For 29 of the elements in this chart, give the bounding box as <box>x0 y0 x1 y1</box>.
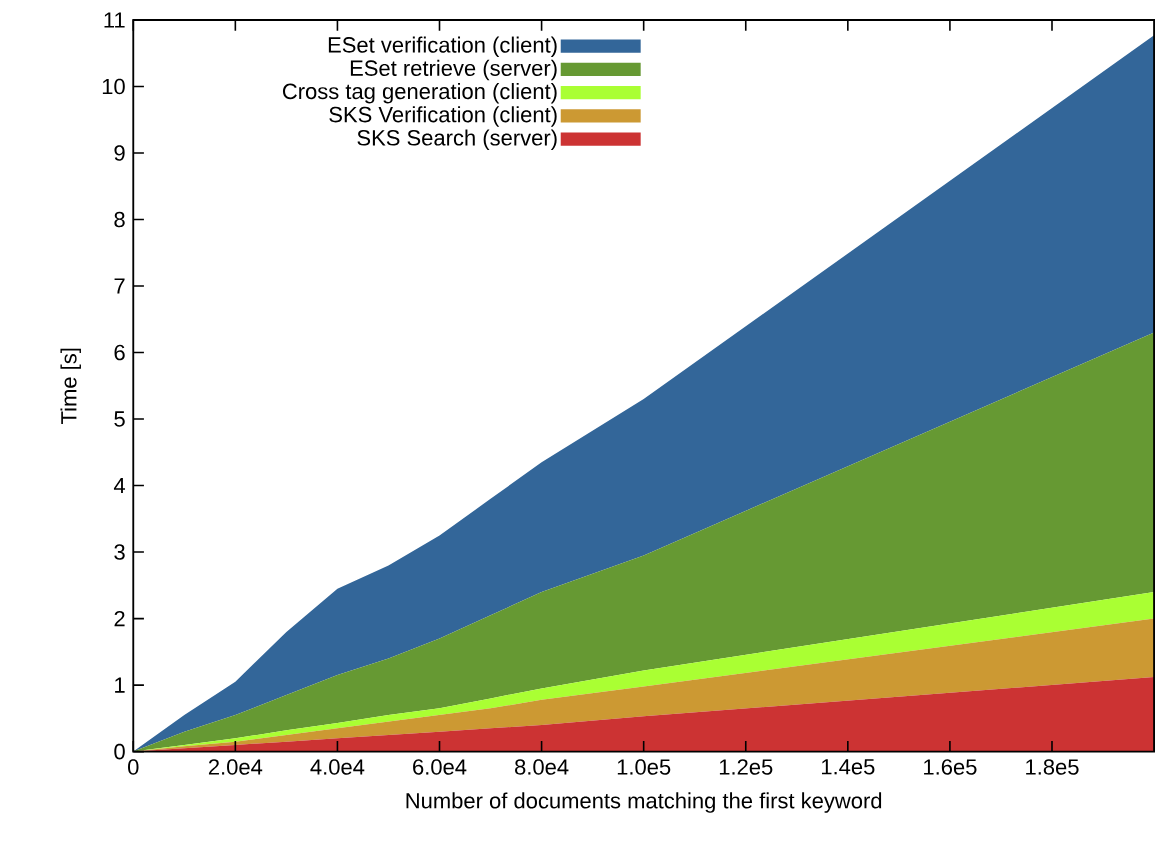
x-tick-label: 0 <box>128 759 139 775</box>
legend-label: SKS Search (server) <box>357 129 557 151</box>
x-tick-label: 8.0e4 <box>515 759 569 775</box>
x-tick-label: 6.0e4 <box>413 759 467 775</box>
y-tick-label: 11 <box>104 12 125 28</box>
x-tick-label: 1.8e5 <box>1026 759 1079 775</box>
y-tick-label: 7 <box>114 278 125 294</box>
x-tick-label: 1.6e5 <box>924 759 977 775</box>
y-tick-label: 4 <box>113 478 126 494</box>
x-axis-title: Number of documents matching the first keyword <box>406 792 882 813</box>
y-tick-label: 2 <box>114 610 125 627</box>
legend-label: Cross tag generation (client) <box>282 83 557 104</box>
legend-label: ESet verification (client) <box>328 36 557 58</box>
x-tick-label: 1.4e5 <box>821 759 875 775</box>
y-tick-label: 5 <box>114 411 125 427</box>
legend-label: SKS Verification (client) <box>329 106 557 127</box>
y-tick-label: 8 <box>114 211 125 228</box>
x-tick-label: 4.0e4 <box>310 759 365 775</box>
x-tick-label: 1.0e5 <box>617 759 671 775</box>
x-tick-label: 1.2e5 <box>719 759 773 775</box>
y-tick-label: 3 <box>114 544 125 560</box>
legend-label: ESet retrieve (server) <box>350 59 557 81</box>
y-tick-label: 0 <box>114 743 125 760</box>
x-tick-label: 2.0e4 <box>208 759 263 775</box>
y-tick-label: 6 <box>114 344 125 361</box>
y-axis-title: Time [s] <box>60 348 81 425</box>
y-tick-label: 1 <box>115 677 125 693</box>
y-tick-label: 10 <box>102 78 125 95</box>
y-tick-label: 9 <box>114 145 125 161</box>
